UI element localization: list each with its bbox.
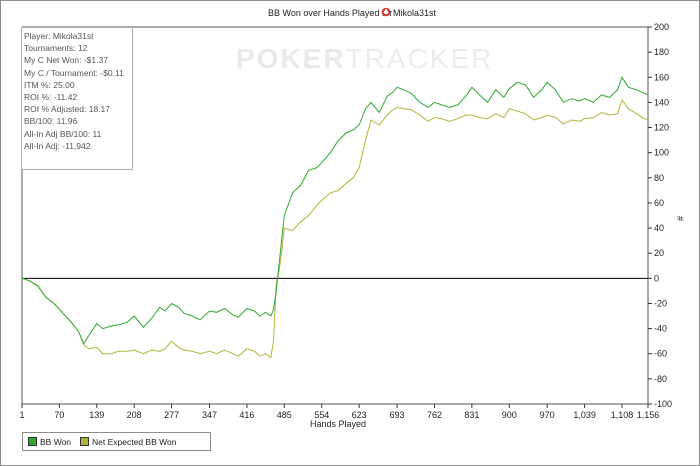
stats-line: Tournaments: 12 [24,43,88,54]
legend-label-net-expected: Net Expected BB Won [92,436,177,447]
stats-line: My C / Tournament: -$0.11 [24,67,124,78]
stats-line: BB/100: 11.96 [24,116,78,127]
plot-area-border [21,26,649,405]
player-stats-box: Player: Mikola31st Tournaments: 12 My C Ne… [21,27,133,170]
pokerstars-suit-icon [381,7,391,17]
series-line-bb-won [21,76,649,345]
x-tick-label: 554 [314,410,329,420]
x-tick-label: 70 [54,410,64,420]
y-tick-label: 180 [654,47,669,57]
stats-line: My C Net Won: -$1.37 [24,55,108,66]
chart-title-prefix: BB Won over Hands Played for [268,8,392,18]
y-tick-label: -100 [654,399,672,409]
y-tick-label: 40 [654,223,664,233]
x-axis-label: Hands Played [310,419,366,429]
legend-swatch-net-expected [80,437,90,446]
y-tick-label: 20 [654,248,664,258]
legend-item-bb-won: BB Won [28,437,71,447]
x-tick-label: 1 [19,410,24,420]
y-tick-label: 100 [654,148,669,158]
y-tick-label: 60 [654,198,664,208]
x-tick-label: 623 [352,410,367,420]
legend-swatch-bb-won [28,437,37,446]
pokertracker-watermark-logo: POKERTRACKER [236,43,494,74]
x-tick-label: 1,156 [637,410,660,420]
y-tick-label: -80 [654,374,667,384]
x-tick-label: 970 [540,410,555,420]
y-tick-label: 160 [654,72,669,82]
x-tick-label: 277 [164,410,179,420]
legend-label-bb-won: BB Won [40,436,72,447]
stats-line: All-In Adj: -11,942 [24,140,91,151]
stats-line: ROI %: -11.42 [24,92,78,103]
stats-line: ROI % Adjusted: 18.17 [24,104,110,115]
x-tick-label: 139 [89,410,104,420]
chart-title-player: Mikola31st [393,8,437,18]
x-tick-label: 485 [277,410,292,420]
series-line-net-expected [21,98,649,359]
stats-line: ITM %: 25.00 [24,79,75,90]
y-tick-label: -20 [654,298,667,308]
x-tick-label: 693 [390,410,405,420]
chart-legend: BB Won Net Expected BB Won [22,432,211,451]
y-tick-label: 200 [654,22,669,32]
x-tick-label: 347 [202,410,217,420]
x-tick-label: 208 [127,410,142,420]
x-tick-label: 762 [427,410,442,420]
x-tick-label: 1,108 [611,410,634,420]
x-tick-label: 831 [464,410,479,420]
x-tick-label: 416 [239,410,254,420]
x-tick-label: 900 [502,410,517,420]
x-tick-label: 1,039 [573,410,596,420]
y-tick-label: 140 [654,97,669,107]
y-tick-label: -60 [654,349,667,359]
stats-line: Player: Mikola31st [24,31,94,41]
legend-item-net-expected: Net Expected BB Won [80,437,176,447]
y-tick-label: 80 [654,173,664,183]
y-axis-label: # [675,216,685,221]
y-tick-label: 120 [654,123,669,133]
y-tick-label: 0 [654,273,659,283]
y-tick-label: -40 [654,324,667,334]
stats-line: All-In Adj BB/100: 11 [24,128,102,139]
